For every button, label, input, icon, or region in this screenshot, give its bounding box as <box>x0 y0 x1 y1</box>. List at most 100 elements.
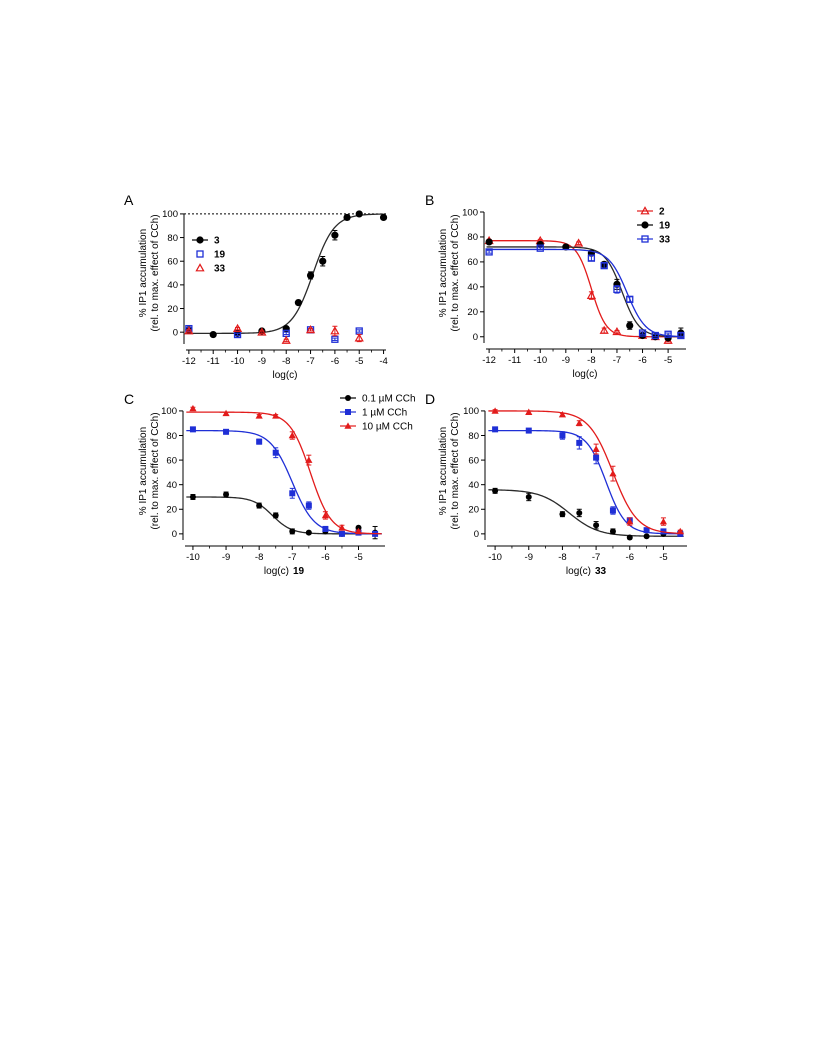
data-point <box>256 438 263 445</box>
panel-a: A 0 20 40 60 80 100 -12 -11 -10 -9 -8 -7 -6 -5 -4 log(c)… <box>124 192 388 381</box>
data-point <box>525 427 532 434</box>
legend-label: 10 µM CCh <box>362 422 413 433</box>
panel-letter: C <box>124 391 134 407</box>
legend-label: 1 µM CCh <box>362 408 407 419</box>
data-point <box>232 323 243 333</box>
x-tick-label: -8 <box>558 552 566 563</box>
legend: 2 19 33 <box>637 206 671 246</box>
legend-label: 3 <box>214 236 220 247</box>
legend-label: 2 <box>659 207 665 218</box>
x-tick-label: -5 <box>664 355 672 366</box>
data-point <box>525 408 533 415</box>
panel-letter: D <box>425 391 435 407</box>
y-tick-label: 60 <box>467 257 478 268</box>
legend-marker <box>344 422 352 429</box>
y-tick-label: 100 <box>462 207 478 218</box>
x-tick-label: -8 <box>587 355 595 366</box>
legend-marker <box>345 409 351 415</box>
legend-marker <box>641 221 649 229</box>
y-tick-label: 40 <box>468 480 479 491</box>
data-point <box>189 426 196 433</box>
x-axis-label: log(c) 33 <box>566 566 607 577</box>
y-tick-label: 0 <box>473 332 478 343</box>
data-point <box>609 507 616 514</box>
y-tick-label: 100 <box>463 406 479 417</box>
fit-curve <box>486 240 684 338</box>
data-point <box>612 326 622 336</box>
y-axis-label: % IP1 accumulation <box>438 229 449 317</box>
y-tick-label: 20 <box>166 505 177 516</box>
data-point <box>587 254 596 262</box>
data-point <box>294 299 302 307</box>
legend-label: 0.1 µM CCh <box>362 394 416 405</box>
x-tick-label: -9 <box>222 552 230 563</box>
x-tick-label: -6 <box>626 552 634 563</box>
data-point <box>559 432 566 439</box>
data-point <box>576 439 583 446</box>
data-point <box>321 511 329 519</box>
panel-letter: A <box>124 192 134 208</box>
x-tick-label: -9 <box>525 552 533 563</box>
x-tick-label: -6 <box>638 355 646 366</box>
x-tick-label: -9 <box>258 356 266 367</box>
data-point <box>272 449 279 456</box>
data-point <box>343 213 351 222</box>
y-axis-label: (rel. to max. effect of CCh) <box>450 412 461 529</box>
fit-curve <box>488 489 684 537</box>
data-point <box>331 231 339 239</box>
x-tick-label: -8 <box>282 356 290 367</box>
legend-marker <box>196 236 204 244</box>
data-point <box>491 407 499 414</box>
x-tick-label: -7 <box>592 552 600 563</box>
data-point <box>338 524 346 531</box>
x-tick-label: -11 <box>207 356 220 367</box>
data-point <box>305 502 312 509</box>
fit-curve <box>488 410 684 535</box>
x-tick-label: -9 <box>562 355 570 366</box>
series-2 <box>488 407 684 535</box>
data-point <box>643 533 650 540</box>
data-point <box>272 512 279 519</box>
data-point <box>676 527 684 535</box>
data-point <box>559 511 566 518</box>
data-point <box>355 524 362 531</box>
fit-curve <box>186 411 382 535</box>
legend: 3 19 33 <box>192 236 226 275</box>
data-point <box>272 412 280 419</box>
data-point <box>609 470 617 477</box>
data-point <box>223 491 230 498</box>
y-axis-label: % IP1 accumulation <box>138 229 149 317</box>
fit-curve <box>186 496 382 535</box>
y-tick-label: 60 <box>166 455 177 466</box>
data-point <box>379 213 388 222</box>
data-point <box>289 490 296 497</box>
x-tick-label: -7 <box>613 355 621 366</box>
data-point <box>257 327 267 336</box>
data-point <box>485 238 493 246</box>
data-point <box>492 426 499 433</box>
x-tick-label: -10 <box>488 552 502 563</box>
x-tick-label: -10 <box>231 356 245 367</box>
data-point <box>305 529 312 536</box>
data-point <box>289 528 296 535</box>
data-point <box>338 530 345 537</box>
fit-curve <box>186 429 382 535</box>
data-point <box>677 331 685 340</box>
series-0 <box>484 235 684 344</box>
data-point <box>651 331 659 340</box>
legend-marker <box>640 206 650 215</box>
y-tick-label: 80 <box>167 233 178 244</box>
y-axis-label: (rel. to max. effect of CCh) <box>450 214 461 331</box>
y-tick-label: 40 <box>467 282 478 293</box>
data-point <box>599 325 609 334</box>
legend-label: 33 <box>659 235 671 246</box>
data-point <box>592 445 600 452</box>
x-axis-label: log(c) <box>272 370 297 381</box>
y-tick-label: 80 <box>166 431 177 442</box>
y-tick-label: 40 <box>166 480 177 491</box>
x-tick-label: -5 <box>355 356 363 367</box>
series-1 <box>488 426 684 537</box>
y-axis-label: % IP1 accumulation <box>138 427 149 515</box>
legend-marker <box>345 395 351 401</box>
y-tick-label: 20 <box>468 505 479 516</box>
